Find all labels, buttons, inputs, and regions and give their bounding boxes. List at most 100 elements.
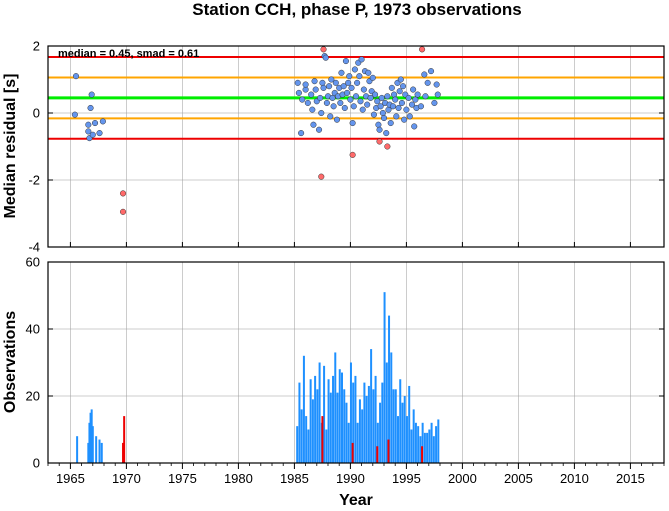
residual-point [383,130,390,137]
observation-bar [356,422,359,463]
observation-bar [76,436,79,463]
residual-point [345,79,352,86]
residual-point [327,113,334,120]
observation-bar [403,396,406,463]
outlier-observation-bar [351,442,354,463]
residual-point [338,69,345,76]
residual-point [323,99,330,106]
chart-title: Station CCH, phase P, 1973 observations [192,0,521,19]
residual-point [319,79,326,86]
residual-point [85,121,92,128]
observation-bar [379,402,382,463]
residual-point [397,76,404,83]
observation-bar [370,349,373,463]
observation-bar [352,382,355,463]
x-tick-label: 2010 [560,471,589,486]
outlier-point [320,46,327,53]
observation-bar [388,315,391,463]
residual-point [376,126,383,133]
observation-bar [423,432,426,463]
residual-point [433,81,440,88]
x-tick-label: 1965 [56,471,85,486]
residual-point [388,84,395,91]
residual-point [377,103,384,110]
observation-bar [421,422,424,463]
residual-point [411,123,418,130]
residual-point [408,101,416,108]
observations-panel: 1965 1970 1975 1980 1985 1990 1995 2000 2005 2010… [2,255,665,509]
outlier-observation-bar [421,446,424,463]
residual-point [360,86,367,93]
residual-point [318,109,325,117]
observation-bar [432,436,435,463]
observations-ticks: 1965 1970 1975 1980 1985 1990 1995 2000 2005 2010… [26,255,665,486]
residual-point [295,89,302,96]
residual-point [365,69,372,76]
residual-point [387,120,394,127]
observation-bar [358,399,361,463]
outlier-observation-bar [122,442,125,463]
median-smad-annotation: median = 0.45, smad = 0.61 [58,48,199,60]
outlier-observation-bar [376,446,379,463]
residual-point [379,109,386,117]
y-tick-label: 0 [33,106,40,121]
residual-grid [48,45,664,248]
residual-point [351,66,358,73]
observation-bar [372,389,375,463]
observation-bar [88,422,91,463]
observation-bar [305,416,308,463]
observation-bar [367,385,370,463]
residual-point [395,104,402,112]
residual-point [349,120,356,127]
outlier-point [119,208,127,215]
residual-point [406,113,413,120]
observation-bar [381,382,384,463]
residual-point [330,103,337,110]
residual-point [304,99,311,106]
residual-point [369,74,376,81]
residual-point [308,91,315,98]
residual-point [354,79,361,86]
residual-point [337,99,344,106]
observation-bar [399,379,402,463]
observation-bar [365,396,368,463]
residual-point [401,116,408,123]
observation-bar [435,426,438,463]
residual-point [320,84,327,91]
residual-point [343,89,351,96]
observation-bar [332,375,335,463]
residual-point [346,73,353,80]
observation-bar [338,369,341,463]
residual-point [431,99,438,106]
residual-point [302,86,309,93]
outlier-point [384,143,391,150]
residual-point [427,68,435,75]
residual-point [72,73,80,80]
observation-bar [428,429,431,463]
outlier-observation-bar [123,416,126,463]
residual-point [364,101,371,108]
observation-bar [314,375,317,463]
observation-bar [302,355,305,463]
residual-point [329,94,336,101]
x-tick-label: 1995 [392,471,421,486]
observation-bar [336,392,339,463]
residual-point [342,58,349,65]
residual-point [312,86,319,93]
residual-point [398,99,405,106]
residual-point [434,91,441,98]
residual-point [405,94,412,101]
observation-bar [300,409,303,463]
residual-point [371,91,379,98]
observation-bar [390,352,393,463]
y-axis-label-observations: Observations [2,311,19,413]
observation-bar [90,409,93,463]
residual-point [375,121,382,128]
observation-bar [347,422,350,463]
residual-point [414,91,421,98]
outlier-point [376,138,383,145]
observation-bar [417,426,420,463]
residual-point [357,98,364,105]
residual-point [393,113,400,120]
residual-point [87,104,94,112]
